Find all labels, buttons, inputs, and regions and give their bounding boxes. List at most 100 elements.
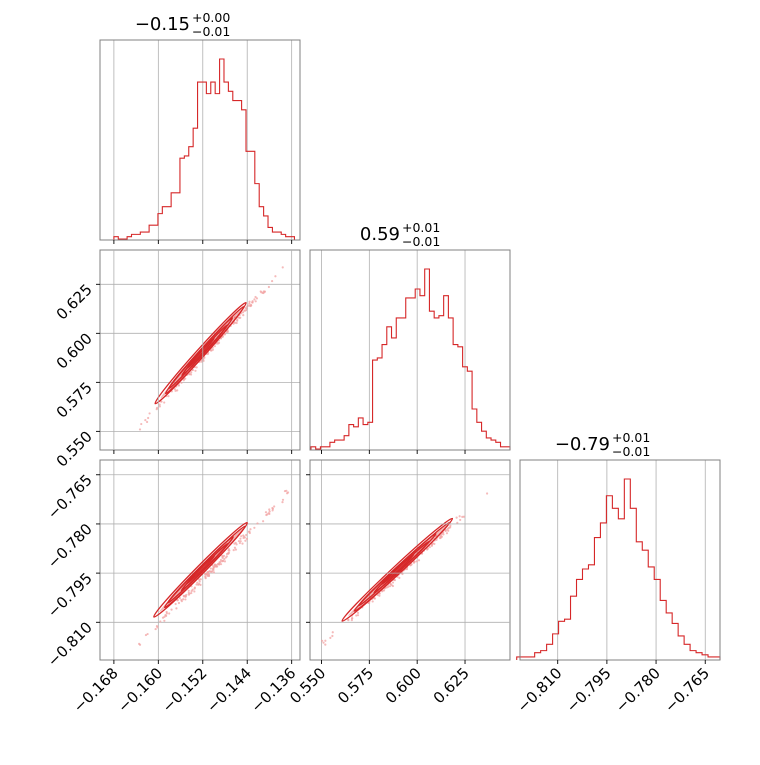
sample-point	[281, 501, 284, 504]
sample-point	[223, 560, 227, 563]
sample-point	[461, 515, 464, 518]
x-tick-label: −0.152	[159, 664, 211, 716]
sample-point	[226, 330, 229, 333]
sample-point	[176, 389, 179, 392]
sample-point	[198, 582, 201, 586]
sample-point	[378, 594, 381, 597]
sample-point	[190, 591, 193, 595]
sample-point	[268, 508, 271, 511]
sample-point	[209, 567, 212, 570]
sample-point	[347, 618, 350, 621]
sample-point	[212, 571, 216, 574]
sample-point	[223, 557, 226, 561]
sample-point	[430, 544, 433, 547]
sample-point	[255, 297, 259, 300]
sample-point	[174, 602, 177, 606]
sample-point	[144, 633, 148, 637]
sample-point	[273, 505, 276, 508]
sample-point	[324, 643, 327, 646]
sample-point	[263, 290, 266, 293]
y-tick-label: −0.780	[44, 520, 96, 572]
sample-point	[238, 316, 241, 319]
sample-point	[485, 492, 489, 495]
sample-point	[391, 581, 395, 584]
sample-point	[209, 570, 212, 573]
sample-point	[356, 611, 360, 614]
sample-point	[449, 524, 452, 527]
sample-point	[254, 300, 257, 303]
sample-point	[398, 576, 401, 579]
sample-point	[144, 419, 147, 422]
sample-point	[248, 302, 251, 305]
sample-point	[244, 309, 247, 312]
sample-point	[237, 539, 241, 543]
sample-point	[165, 614, 168, 617]
sample-point	[146, 632, 149, 636]
sample-point	[382, 589, 386, 592]
sample-point	[193, 587, 196, 590]
sample-point	[248, 300, 251, 303]
title-lower-error: −0.01	[612, 444, 650, 459]
x-tick-label: −0.168	[70, 664, 122, 716]
axes-frame	[309, 249, 511, 451]
sample-point	[159, 620, 162, 623]
sample-point	[167, 395, 170, 398]
sample-point	[138, 642, 141, 645]
sample-point	[219, 563, 223, 566]
sample-point	[211, 348, 214, 351]
sample-point	[223, 333, 226, 336]
sample-point	[281, 266, 284, 269]
sample-point	[248, 530, 251, 533]
sample-point	[355, 614, 358, 617]
sample-point	[322, 641, 325, 644]
x-tick-label: −0.160	[114, 664, 166, 716]
axes-frame	[99, 249, 301, 451]
sample-point	[195, 583, 198, 586]
sample-point	[165, 610, 168, 614]
axes-frame	[309, 459, 511, 661]
sample-point	[236, 319, 239, 322]
panel-title: 0.59 +0.01−0.01	[360, 220, 440, 249]
sample-point	[262, 520, 265, 523]
title-upper-error: +0.01	[402, 220, 440, 235]
sample-point	[253, 526, 256, 529]
contour-line	[379, 553, 415, 586]
x-tick-label: −0.765	[661, 664, 713, 716]
scatter-cov-1-0: 0.550 0.575 0.600 0.625	[53, 249, 301, 471]
title-median: 0.59	[360, 224, 400, 245]
contour-line	[186, 337, 215, 370]
sample-point	[194, 369, 197, 372]
scatter-cov-2-0: −0.765−0.780−0.795−0.810−0.168−0.160−0.1…	[44, 459, 301, 716]
sample-point	[233, 546, 237, 549]
sample-point	[459, 518, 462, 522]
sample-point	[158, 403, 161, 406]
sample-point	[329, 636, 332, 639]
sample-point	[240, 535, 243, 538]
sample-point	[286, 491, 290, 494]
sample-point	[234, 548, 238, 551]
sample-point	[170, 608, 173, 611]
sample-point	[147, 416, 150, 420]
sample-point	[218, 561, 221, 564]
sample-point	[271, 507, 275, 510]
histogram-diag-0: −0.15 +0.00−0.01	[99, 10, 301, 244]
sample-point	[249, 304, 252, 307]
sample-point	[321, 639, 324, 642]
sample-point	[175, 607, 178, 610]
sample-point	[138, 428, 142, 431]
sample-point	[216, 342, 219, 345]
y-tick-label: 0.625	[53, 280, 96, 323]
sample-point	[442, 533, 445, 536]
contour-fill	[160, 305, 245, 399]
sample-point	[261, 291, 264, 294]
histogram-steps	[310, 268, 511, 450]
sample-point	[350, 619, 353, 622]
sample-point	[446, 528, 449, 531]
axes-frame	[99, 459, 301, 661]
y-tick-label: −0.795	[44, 569, 96, 621]
density-contours	[153, 521, 248, 618]
sample-point	[227, 547, 231, 551]
sample-point	[242, 314, 245, 317]
